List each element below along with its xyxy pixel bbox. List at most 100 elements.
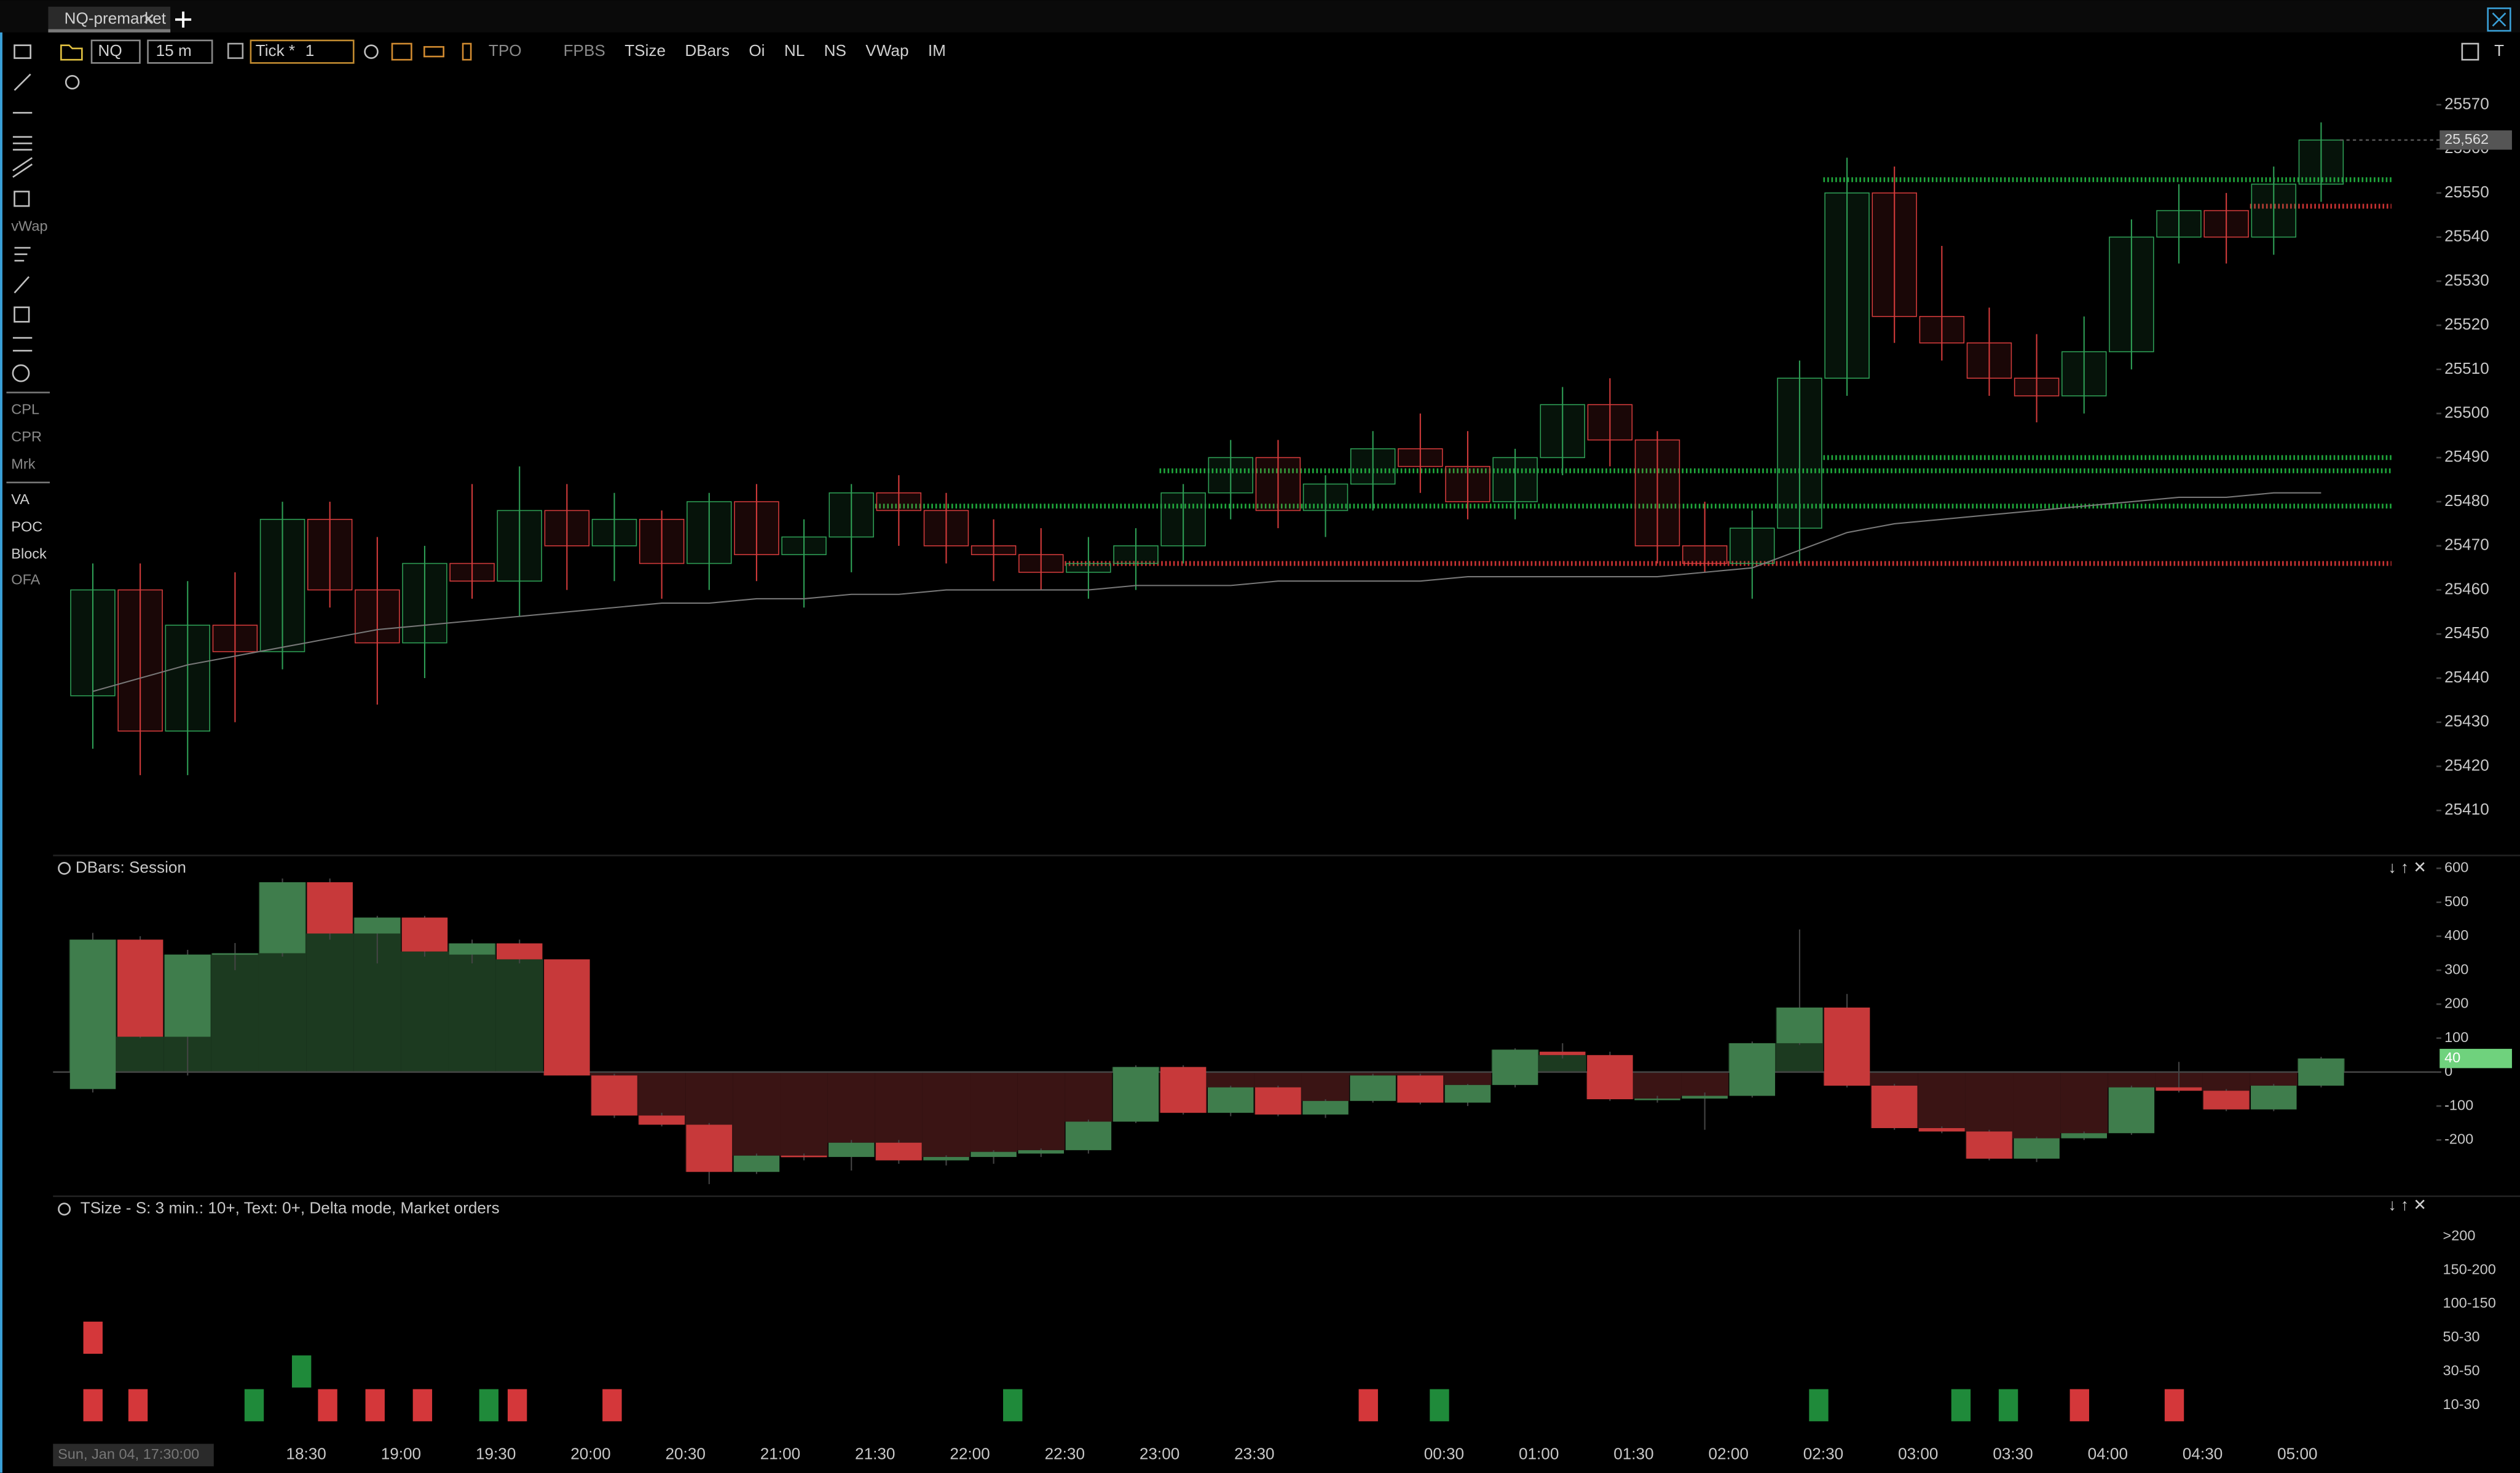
pane-controls[interactable]: ↓ ↑ ✕ xyxy=(2388,858,2427,876)
toolbar-button[interactable]: NS xyxy=(824,41,846,60)
candle-body xyxy=(2203,1091,2250,1110)
delta-area xyxy=(1301,1072,1350,1101)
candle-body xyxy=(1160,1067,1207,1113)
candle-body xyxy=(1776,1007,1823,1043)
tool-brush[interactable] xyxy=(14,276,30,294)
candle-body xyxy=(1587,404,1633,441)
screenshot-icon[interactable] xyxy=(2461,42,2479,61)
x-tick-label: 01:30 xyxy=(1613,1445,1653,1463)
candle-body xyxy=(1730,527,1775,564)
timestamp: Sun, Jan 04, 17:30:00 xyxy=(58,1446,199,1462)
y-tick-label: 25520 xyxy=(2444,315,2489,333)
candle-body xyxy=(971,545,1017,555)
toolbar-button[interactable]: TSize xyxy=(624,41,666,60)
symbol-box[interactable] xyxy=(90,39,141,64)
tool-channel[interactable] xyxy=(12,136,33,151)
tab-underline xyxy=(48,29,171,33)
candle-body xyxy=(1824,192,1870,379)
candle-body xyxy=(2109,236,2154,352)
pane-settings[interactable] xyxy=(58,861,71,875)
y-tick-label: 25470 xyxy=(2444,535,2489,554)
sidebar-label[interactable]: vWap xyxy=(11,218,47,234)
sidebar-label[interactable]: CPL xyxy=(11,401,39,417)
window-close[interactable] xyxy=(2487,7,2511,32)
candle-body xyxy=(1350,448,1396,485)
sidebar-label[interactable]: POC xyxy=(11,518,42,534)
pane-controls[interactable]: ↓ ↑ ✕ xyxy=(2388,1195,2427,1214)
x-tick-label: 03:00 xyxy=(1898,1445,1938,1463)
trade-marker xyxy=(2069,1389,2089,1421)
tool-fib[interactable] xyxy=(12,157,33,178)
toolbar-button[interactable]: FPBS xyxy=(564,41,605,60)
candle-body xyxy=(1966,342,2012,379)
toolbar-button[interactable]: TPO xyxy=(489,41,522,60)
tool-magnet[interactable] xyxy=(12,364,30,382)
trade-marker xyxy=(1809,1389,1829,1421)
indicator-icon[interactable] xyxy=(65,75,80,90)
candle-body xyxy=(2061,1133,2107,1139)
sidebar-label[interactable]: VA xyxy=(11,491,30,507)
trade-marker xyxy=(318,1389,337,1421)
tool-measure[interactable] xyxy=(12,337,33,352)
x-tick-label: 19:30 xyxy=(476,1445,516,1463)
sidebar-label[interactable]: Mrk xyxy=(11,456,35,472)
candle-body xyxy=(165,954,211,1037)
sidebar-label[interactable]: Block xyxy=(11,546,47,562)
trade-marker xyxy=(507,1389,527,1421)
window-close-x xyxy=(2492,12,2506,27)
new-tab[interactable] xyxy=(175,11,192,28)
candle-body xyxy=(212,625,258,652)
interval-box[interactable] xyxy=(147,39,213,64)
toolbar-buttons: TPO FPBS TSize DBars Oi NL NS VWap IM xyxy=(489,41,946,60)
candle-body xyxy=(2251,183,2297,238)
x-tick-label: 01:00 xyxy=(1519,1445,1559,1463)
x-tick-label: 23:30 xyxy=(1234,1445,1274,1463)
candle-body xyxy=(401,917,448,952)
tool-text[interactable] xyxy=(14,306,30,323)
candle-body xyxy=(591,518,637,547)
interval: 15 m xyxy=(156,41,192,60)
tab-close[interactable] xyxy=(144,14,154,23)
toolbar-button[interactable]: NL xyxy=(784,41,805,60)
text-tool[interactable]: T xyxy=(2494,41,2504,60)
candle-icon[interactable] xyxy=(462,42,472,61)
row-label: 150-200 xyxy=(2443,1261,2495,1277)
candle-body xyxy=(828,1142,875,1157)
tool-profile[interactable] xyxy=(14,247,31,262)
candle-body xyxy=(876,1142,922,1161)
open-icon[interactable] xyxy=(60,44,83,61)
delta-area xyxy=(827,1072,875,1143)
delta-area xyxy=(780,1072,828,1157)
tick-box[interactable] xyxy=(250,39,355,64)
tool-select[interactable] xyxy=(14,44,31,59)
trade-marker xyxy=(2164,1389,2184,1421)
toolbar-button[interactable]: VWap xyxy=(865,41,908,60)
candle-body xyxy=(923,1156,969,1161)
candle-body xyxy=(402,563,447,644)
time-axis: Sun, Jan 04, 17:30:00 18:30 19:00 19:30 20:0… xyxy=(53,1443,2318,1467)
trade-marker xyxy=(1358,1389,1378,1421)
candle-body xyxy=(355,589,400,644)
toolbar-button[interactable]: IM xyxy=(928,41,946,60)
candle-body xyxy=(70,589,116,697)
toolbar-button[interactable]: DBars xyxy=(685,41,730,60)
sidebar-label[interactable]: OFA xyxy=(11,572,40,588)
profile-icon[interactable] xyxy=(423,45,444,58)
candle-body xyxy=(639,518,685,564)
toolbar-button[interactable]: Oi xyxy=(749,41,765,60)
settings-icon[interactable] xyxy=(364,44,379,59)
tool-line[interactable] xyxy=(14,73,31,91)
candle-body xyxy=(1966,1131,2012,1159)
tool-rect[interactable] xyxy=(14,191,30,207)
pane-settings[interactable] xyxy=(58,1202,71,1216)
candle-body xyxy=(1065,1121,1112,1150)
x-tick-label: 19:00 xyxy=(381,1445,421,1463)
sidebar-label[interactable]: CPR xyxy=(11,428,42,444)
trade-marker xyxy=(291,1355,312,1388)
delta-area xyxy=(448,943,496,1072)
bars-icon[interactable] xyxy=(391,42,412,61)
symbol: NQ xyxy=(98,41,122,60)
candle-body xyxy=(2156,1087,2202,1091)
checkbox[interactable] xyxy=(227,42,244,59)
